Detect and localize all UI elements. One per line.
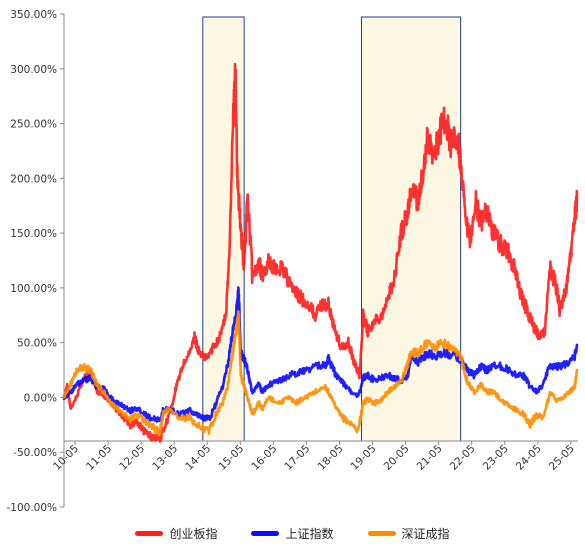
series-lines: [62, 62, 579, 443]
x-tick-label: 12-05: [117, 443, 147, 473]
legend: 创业板指 上证指数 深证成指: [0, 522, 585, 544]
x-tick-label: 14-05: [183, 443, 213, 473]
x-tick-label: 15-05: [216, 443, 246, 473]
y-tick-label: 250.00%: [10, 119, 57, 131]
series-line-3: [62, 310, 579, 436]
legend-item-3: 深证成指: [367, 525, 450, 542]
y-tick-label: 0.00%: [24, 392, 57, 404]
y-tick-label: 100.00%: [10, 283, 57, 295]
x-tick-label: 21-05: [415, 443, 445, 473]
axes: [63, 14, 578, 507]
x-tick-label: 19-05: [349, 443, 379, 473]
highlight-region-1: [202, 16, 245, 442]
legend-item-2: 上证指数: [251, 525, 334, 542]
legend-label: 创业板指: [169, 526, 218, 541]
x-tick-label: 24-05: [514, 443, 544, 473]
legend-swatch: [367, 530, 396, 536]
x-tick-label: 16-05: [249, 443, 279, 473]
x-tick-label: 13-05: [150, 443, 180, 473]
x-tick-label: 17-05: [282, 443, 312, 473]
legend-label: 上证指数: [285, 526, 334, 541]
legend-item-1: 创业板指: [135, 525, 217, 542]
highlight-regions: [202, 16, 462, 442]
highlight-region-2: [360, 16, 462, 442]
x-tick-label: 25-05: [547, 443, 577, 473]
x-tick-label: 18-05: [316, 443, 346, 473]
y-tick-label: -50.00%: [13, 447, 57, 459]
y-tick-label: 50.00%: [17, 338, 57, 350]
x-axis-ticks: 10-05 11-05 12-05 13-05 14-05 15-05 16-05 17-05…: [51, 441, 577, 473]
y-tick-label: -100.00%: [6, 502, 57, 514]
legend-swatch: [135, 530, 164, 536]
legend-label: 深证成指: [401, 526, 450, 541]
x-tick-label: 20-05: [382, 443, 412, 473]
legend-swatch: [251, 530, 280, 536]
x-tick-label: 11-05: [84, 443, 114, 473]
y-tick-label: 350.00%: [10, 9, 57, 21]
y-tick-label: 150.00%: [10, 228, 57, 240]
series-line-2: [62, 286, 579, 423]
x-tick-label: 22-05: [448, 443, 478, 473]
x-tick-label: 23-05: [481, 443, 511, 473]
y-tick-label: 200.00%: [10, 173, 57, 185]
y-axis-ticks: -100.00% -50.00% 0.00% 50.00% 100.00% 150.00%…: [6, 9, 64, 514]
series-line-1: [62, 62, 579, 443]
y-tick-label: 300.00%: [10, 64, 57, 76]
